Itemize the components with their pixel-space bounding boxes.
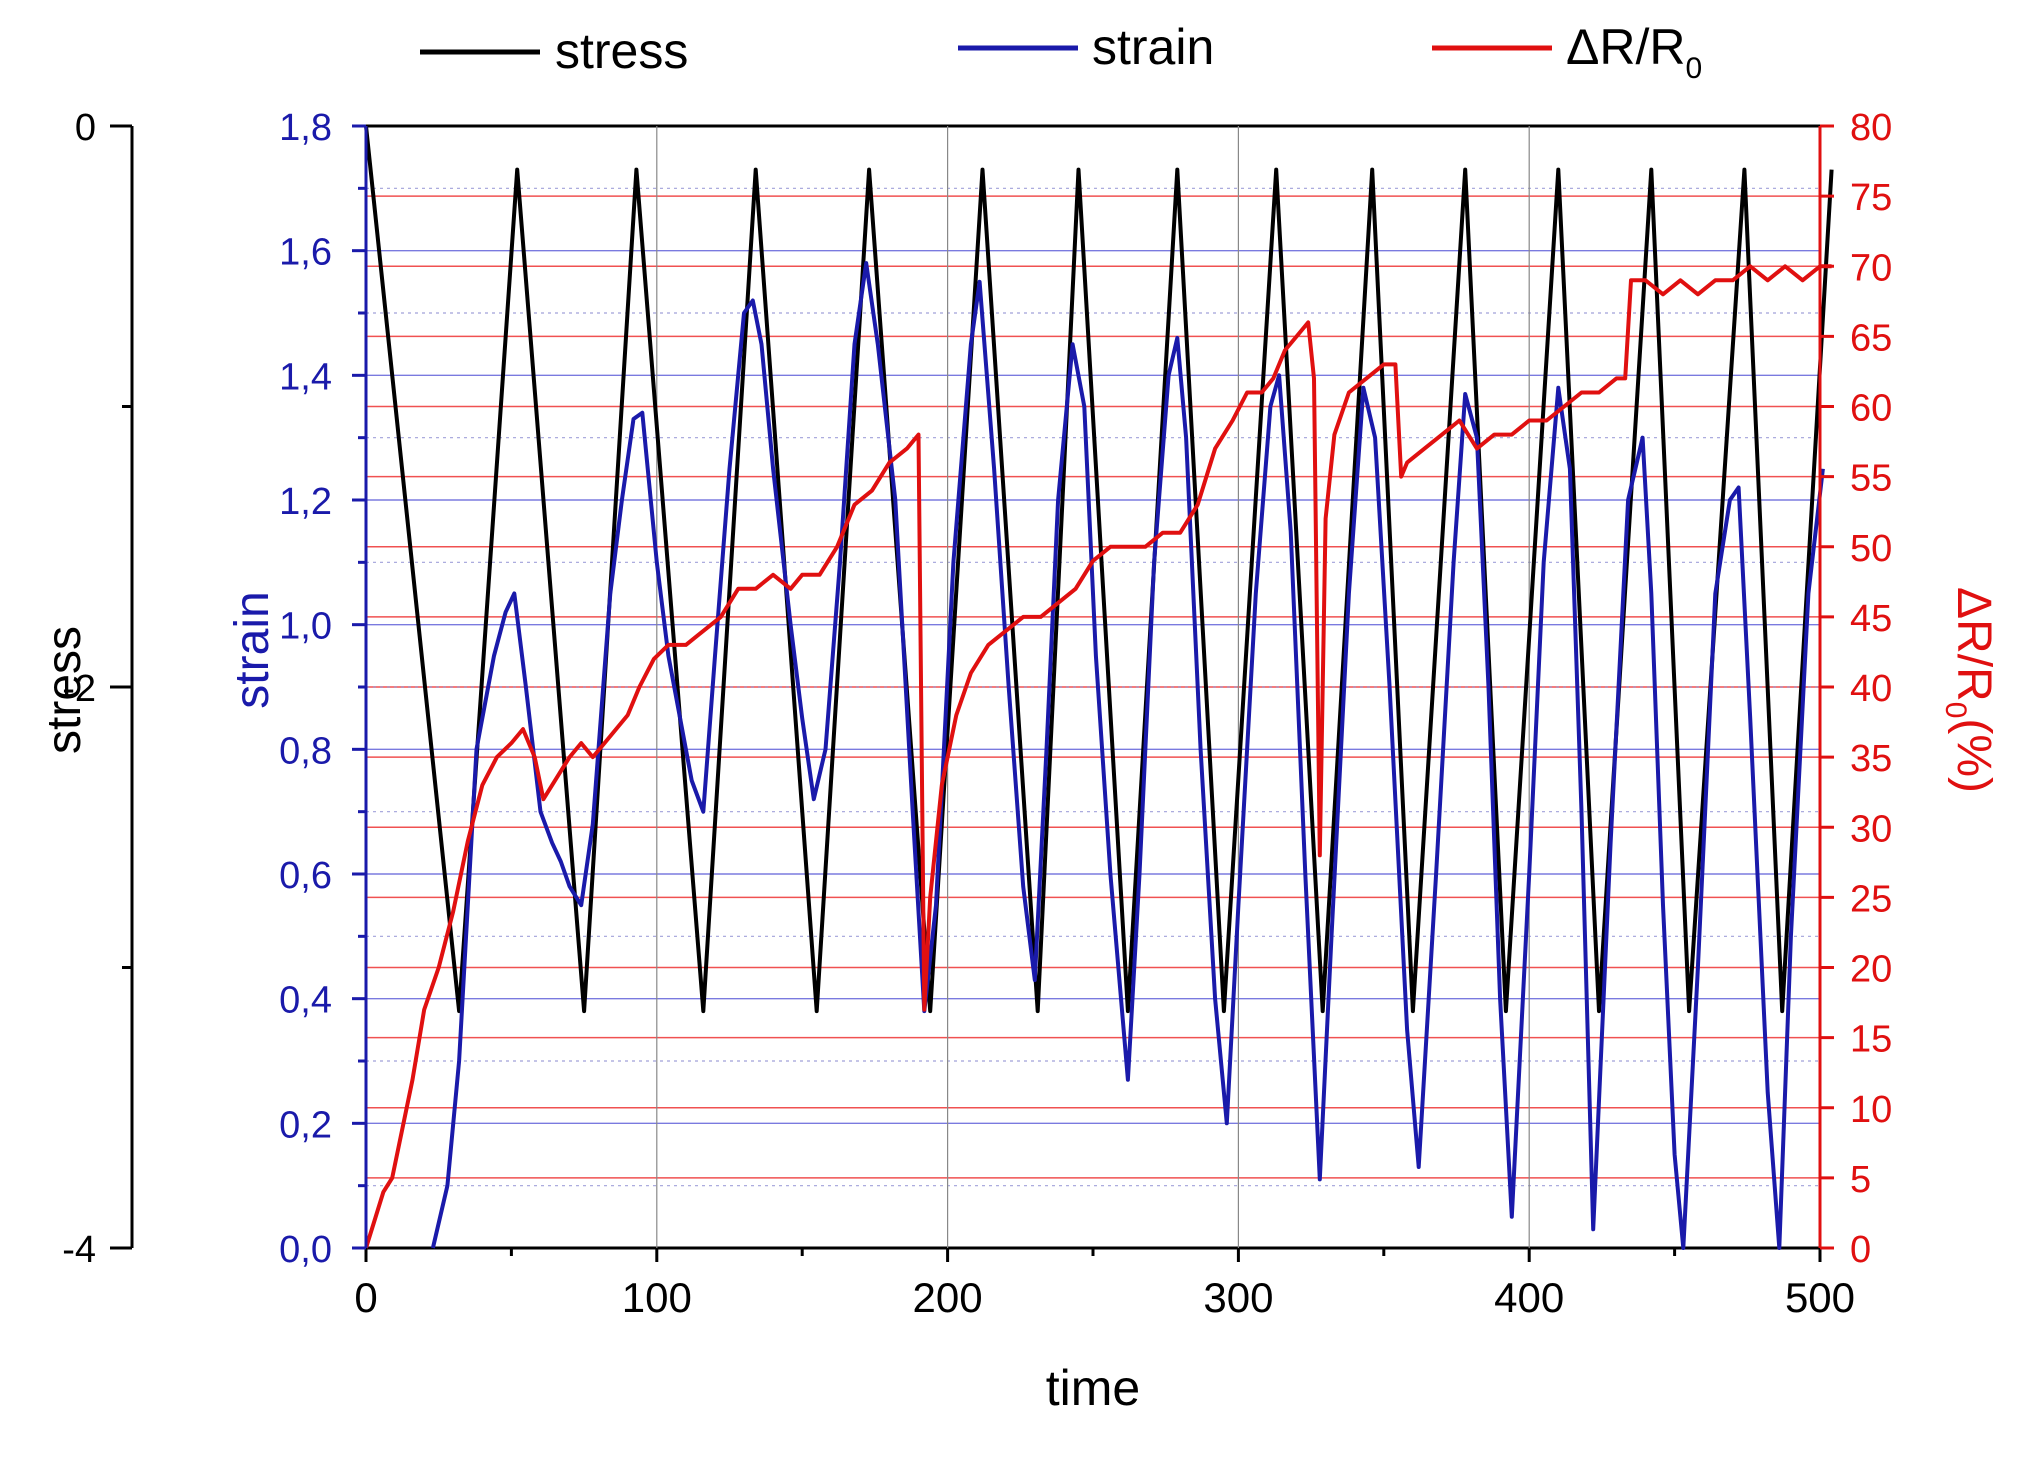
x-tick-label: 0: [354, 1274, 377, 1321]
strain-tick-label: 1,0: [279, 606, 332, 648]
resistance-tick-label: 75: [1850, 177, 1892, 219]
resistance-tick-label: 80: [1850, 107, 1892, 149]
x-tick-label: 300: [1203, 1274, 1273, 1321]
resistance-axis-title: ΔR/R0(%): [1939, 587, 2000, 793]
x-tick-label: 500: [1785, 1274, 1855, 1321]
legend-label-stress: stress: [555, 23, 688, 79]
strain-tick-label: 1,2: [279, 481, 332, 523]
resistance-tick-label: 30: [1850, 808, 1892, 850]
resistance-tick-label: 35: [1850, 738, 1892, 780]
resistance-tick-label: 25: [1850, 878, 1892, 920]
legend-label-resistance: ΔR/R0: [1566, 19, 1702, 85]
series-line-strain: [430, 261, 1825, 1250]
stress-tick-label: -4: [62, 1229, 96, 1271]
stress-tick-label: -2: [62, 668, 96, 710]
resistance-tick-label: 15: [1850, 1019, 1892, 1061]
x-tick-label: 400: [1494, 1274, 1564, 1321]
resistance-tick-label: 20: [1850, 949, 1892, 991]
axes-layer: 0 100 200 300 400 5000,00,20,40,60,81,01,21,4…: [62, 107, 1892, 1321]
strain-tick-label: 0,0: [279, 1229, 332, 1271]
resistance-tick-label: 60: [1850, 388, 1892, 430]
strain-tick-label: 1,8: [279, 107, 332, 149]
resistance-tick-label: 55: [1850, 458, 1892, 500]
strain-tick-label: 0,8: [279, 730, 332, 772]
resistance-tick-label: 65: [1850, 317, 1892, 359]
resistance-tick-label: 10: [1850, 1089, 1892, 1131]
resistance-tick-label: 45: [1850, 598, 1892, 640]
strain-tick-label: 0,4: [279, 980, 332, 1022]
x-tick-label: 100: [622, 1274, 692, 1321]
x-axis-title: time: [1046, 1360, 1140, 1416]
resistance-tick-label: 5: [1850, 1159, 1871, 1201]
strain-axis-title: strain: [226, 591, 279, 708]
resistance-tick-label: 40: [1850, 668, 1892, 710]
series-layer: [364, 125, 1834, 1250]
legend-label-strain: strain: [1092, 19, 1214, 75]
resistance-tick-label: 50: [1850, 528, 1892, 570]
strain-tick-label: 1,6: [279, 232, 332, 274]
resistance-tick-label: 70: [1850, 247, 1892, 289]
legend: stress strain ΔR/R0: [420, 19, 1702, 85]
resistance-tick-label: 0: [1850, 1229, 1871, 1271]
stress-tick-label: 0: [75, 107, 96, 149]
x-tick-label: 200: [913, 1274, 983, 1321]
series-line-rr0: [364, 264, 1832, 1249]
stress-axis-title: stress: [38, 626, 91, 754]
strain-tick-label: 1,4: [279, 356, 332, 398]
strain-tick-label: 0,6: [279, 855, 332, 897]
strain-tick-label: 0,2: [279, 1104, 332, 1146]
